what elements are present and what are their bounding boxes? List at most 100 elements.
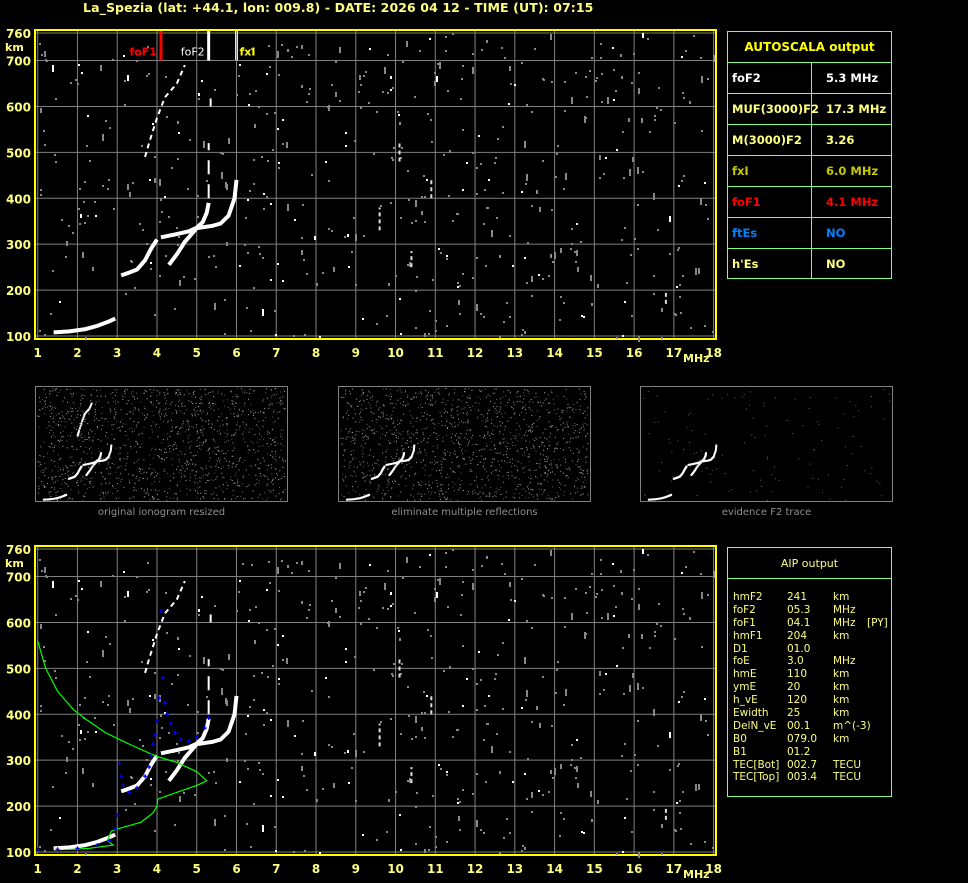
thumbnail-noise bbox=[648, 433, 650, 435]
thumbnail-noise bbox=[478, 402, 480, 404]
thumbnail-noise bbox=[360, 408, 362, 410]
thumbnail-noise bbox=[119, 421, 121, 423]
echo-noise bbox=[353, 733, 355, 735]
thumbnail-noise bbox=[116, 420, 118, 422]
thumbnail-noise bbox=[497, 416, 499, 418]
thumbnail-noise bbox=[251, 465, 253, 467]
echo-noise bbox=[575, 261, 577, 263]
thumbnail-noise bbox=[567, 441, 569, 443]
thumbnail-trace bbox=[714, 451, 717, 454]
echo-noise bbox=[669, 732, 671, 738]
thumbnail-noise bbox=[342, 417, 344, 419]
thumbnail-noise bbox=[236, 464, 238, 466]
thumbnail-noise bbox=[691, 430, 693, 432]
echo-noise bbox=[657, 745, 659, 747]
thumbnail-noise bbox=[225, 452, 227, 454]
aip-cell: km bbox=[833, 732, 850, 745]
caption-evidence: evidence F2 trace bbox=[721, 507, 812, 518]
thumbnail-noise bbox=[283, 492, 285, 494]
thumbnail-noise bbox=[139, 471, 141, 473]
thumbnail-noise bbox=[59, 475, 61, 477]
echo-noise bbox=[616, 337, 618, 339]
thumbnail-noise bbox=[257, 451, 259, 453]
thumbnail-noise bbox=[379, 425, 381, 427]
aip-cell: 003.4 bbox=[787, 771, 818, 784]
thumbnail-noise bbox=[73, 471, 75, 473]
thumbnail-noise bbox=[566, 475, 568, 477]
thumbnail-noise bbox=[45, 486, 47, 488]
thumbnail-noise bbox=[387, 490, 389, 492]
echo-noise bbox=[85, 853, 87, 855]
echo-noise bbox=[92, 267, 94, 271]
thumbnail-noise bbox=[231, 455, 233, 457]
thumbnail-noise bbox=[416, 417, 418, 419]
echo-noise bbox=[226, 242, 228, 246]
thumbnail-noise bbox=[544, 437, 546, 439]
autoscala-title: AUTOSCALA output bbox=[728, 32, 891, 63]
echo-noise bbox=[429, 38, 431, 40]
echo-noise bbox=[525, 183, 527, 185]
thumbnail-noise bbox=[366, 428, 368, 430]
thumbnail-noise bbox=[427, 488, 429, 490]
thumbnail-trace bbox=[78, 429, 81, 432]
echo-noise bbox=[629, 685, 631, 692]
echo-noise bbox=[75, 595, 77, 597]
thumbnail-noise bbox=[489, 449, 491, 451]
thumbnail-trace bbox=[83, 414, 86, 417]
thumbnail-noise bbox=[208, 420, 210, 422]
thumbnail-noise bbox=[209, 391, 211, 393]
thumbnail-noise bbox=[427, 398, 429, 400]
thumbnail-noise bbox=[279, 470, 281, 472]
thumbnail-noise bbox=[186, 487, 188, 489]
echo-noise bbox=[406, 557, 408, 563]
thumbnail-noise bbox=[100, 472, 102, 474]
echo-noise bbox=[293, 335, 295, 337]
thumbnail-noise bbox=[453, 471, 455, 473]
thumbnail-noise bbox=[398, 457, 400, 459]
thumbnail-noise bbox=[538, 446, 540, 448]
echo-noise bbox=[452, 220, 454, 222]
x-tick-label: 18 bbox=[705, 346, 722, 360]
plot-frame bbox=[34, 29, 717, 340]
thumbnail-noise bbox=[575, 436, 577, 438]
thumbnail-noise bbox=[404, 389, 406, 391]
thumbnail-noise bbox=[238, 459, 240, 461]
echo-noise bbox=[429, 554, 431, 556]
thumbnail-noise bbox=[348, 432, 350, 434]
thumbnail-noise bbox=[573, 485, 575, 487]
echo-noise bbox=[440, 252, 442, 254]
echo-noise bbox=[571, 97, 573, 104]
echo-noise bbox=[560, 248, 562, 253]
thumbnail-noise bbox=[105, 468, 107, 470]
echo-noise bbox=[399, 814, 401, 816]
thumbnail-noise bbox=[173, 477, 175, 479]
thumbnail-noise bbox=[95, 418, 97, 420]
thumbnail-noise bbox=[109, 457, 111, 459]
thumbnail-noise bbox=[387, 418, 389, 420]
x-tick-label: 14 bbox=[546, 862, 563, 876]
thumbnail-noise bbox=[367, 437, 369, 439]
thumbnail-noise bbox=[458, 478, 460, 480]
thumbnail-noise bbox=[426, 441, 428, 443]
thumbnail-trace bbox=[84, 412, 87, 415]
echo-noise bbox=[141, 145, 143, 147]
fitted-trace-point bbox=[162, 700, 167, 705]
echo-noise bbox=[255, 90, 257, 92]
thumbnail-noise bbox=[39, 401, 41, 403]
thumbnail-noise bbox=[240, 495, 242, 497]
thumbnail-noise bbox=[467, 444, 469, 446]
echo-noise bbox=[695, 268, 697, 275]
echo-noise bbox=[214, 605, 216, 607]
echo-noise bbox=[55, 98, 57, 100]
thumbnail-noise bbox=[407, 430, 409, 432]
thumbnail-noise bbox=[142, 468, 144, 470]
echo-noise bbox=[526, 690, 528, 697]
thumbnail-noise bbox=[354, 438, 356, 440]
echo-noise bbox=[376, 111, 378, 113]
thumbnail-noise bbox=[549, 497, 551, 499]
thumbnail-noise bbox=[119, 458, 121, 460]
thumbnail-noise bbox=[111, 424, 113, 426]
thumbnail-noise bbox=[479, 435, 481, 437]
echo-noise bbox=[508, 619, 510, 621]
echo-noise bbox=[147, 562, 149, 564]
